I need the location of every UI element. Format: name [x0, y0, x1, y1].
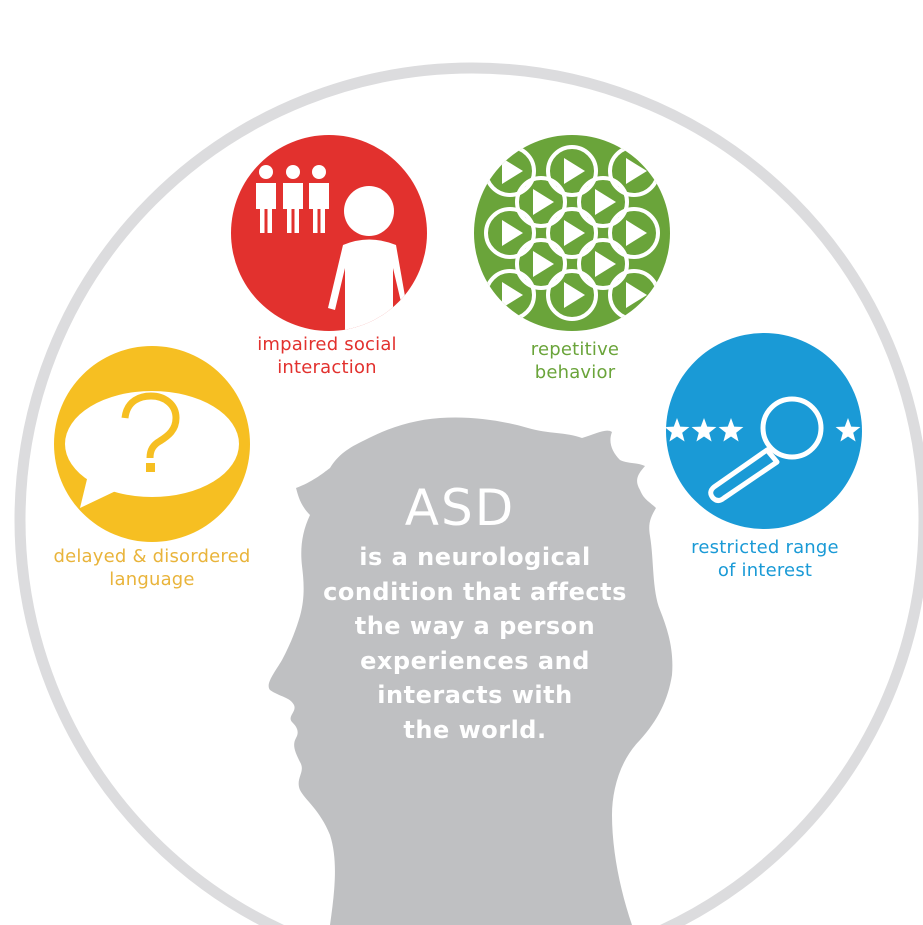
play-triangle — [502, 282, 523, 308]
play-ring — [546, 207, 598, 259]
play-ring — [515, 238, 567, 290]
repetitive-icon-circle — [474, 135, 670, 331]
play-triangle — [564, 220, 585, 246]
play-triangle — [564, 282, 585, 308]
label-social-interaction: impaired social interaction — [257, 334, 397, 378]
play-triangle — [502, 158, 523, 184]
play-ring — [546, 145, 598, 197]
star-icon — [691, 418, 717, 442]
play-triangle — [626, 282, 647, 308]
social-icon-circle — [231, 135, 427, 331]
play-ring — [608, 207, 660, 259]
outer-ring — [14, 62, 923, 925]
language-icon-circle — [54, 346, 250, 542]
head-profile-icon — [268, 417, 673, 925]
star-icon — [835, 418, 861, 442]
asd-title: ASD — [404, 479, 516, 537]
label-delayed-language: delayed & disordered language — [53, 546, 251, 590]
label-repetitive-behavior: repetitive behavior — [530, 339, 620, 383]
star-icon — [718, 418, 744, 442]
play-ring — [577, 176, 629, 228]
play-pattern-icon — [484, 145, 660, 321]
play-triangle — [502, 220, 523, 246]
play-triangle — [595, 251, 616, 277]
question-bubble-icon — [65, 391, 239, 508]
star-icon — [666, 418, 690, 442]
magnifier-star-icon — [708, 396, 824, 503]
asd-description: is a neurological condition that affects… — [323, 543, 627, 744]
play-triangle — [626, 158, 647, 184]
play-triangle — [626, 220, 647, 246]
play-ring — [484, 207, 536, 259]
play-triangle — [595, 189, 616, 215]
play-ring — [546, 269, 598, 321]
play-triangle — [533, 251, 554, 277]
play-ring — [515, 176, 567, 228]
people-group-icon — [256, 165, 329, 233]
play-ring — [577, 238, 629, 290]
play-triangle — [564, 158, 585, 184]
interest-icon-circle — [666, 333, 862, 529]
label-restricted-interest: restricted range of interest — [691, 537, 839, 581]
play-triangle — [533, 189, 554, 215]
